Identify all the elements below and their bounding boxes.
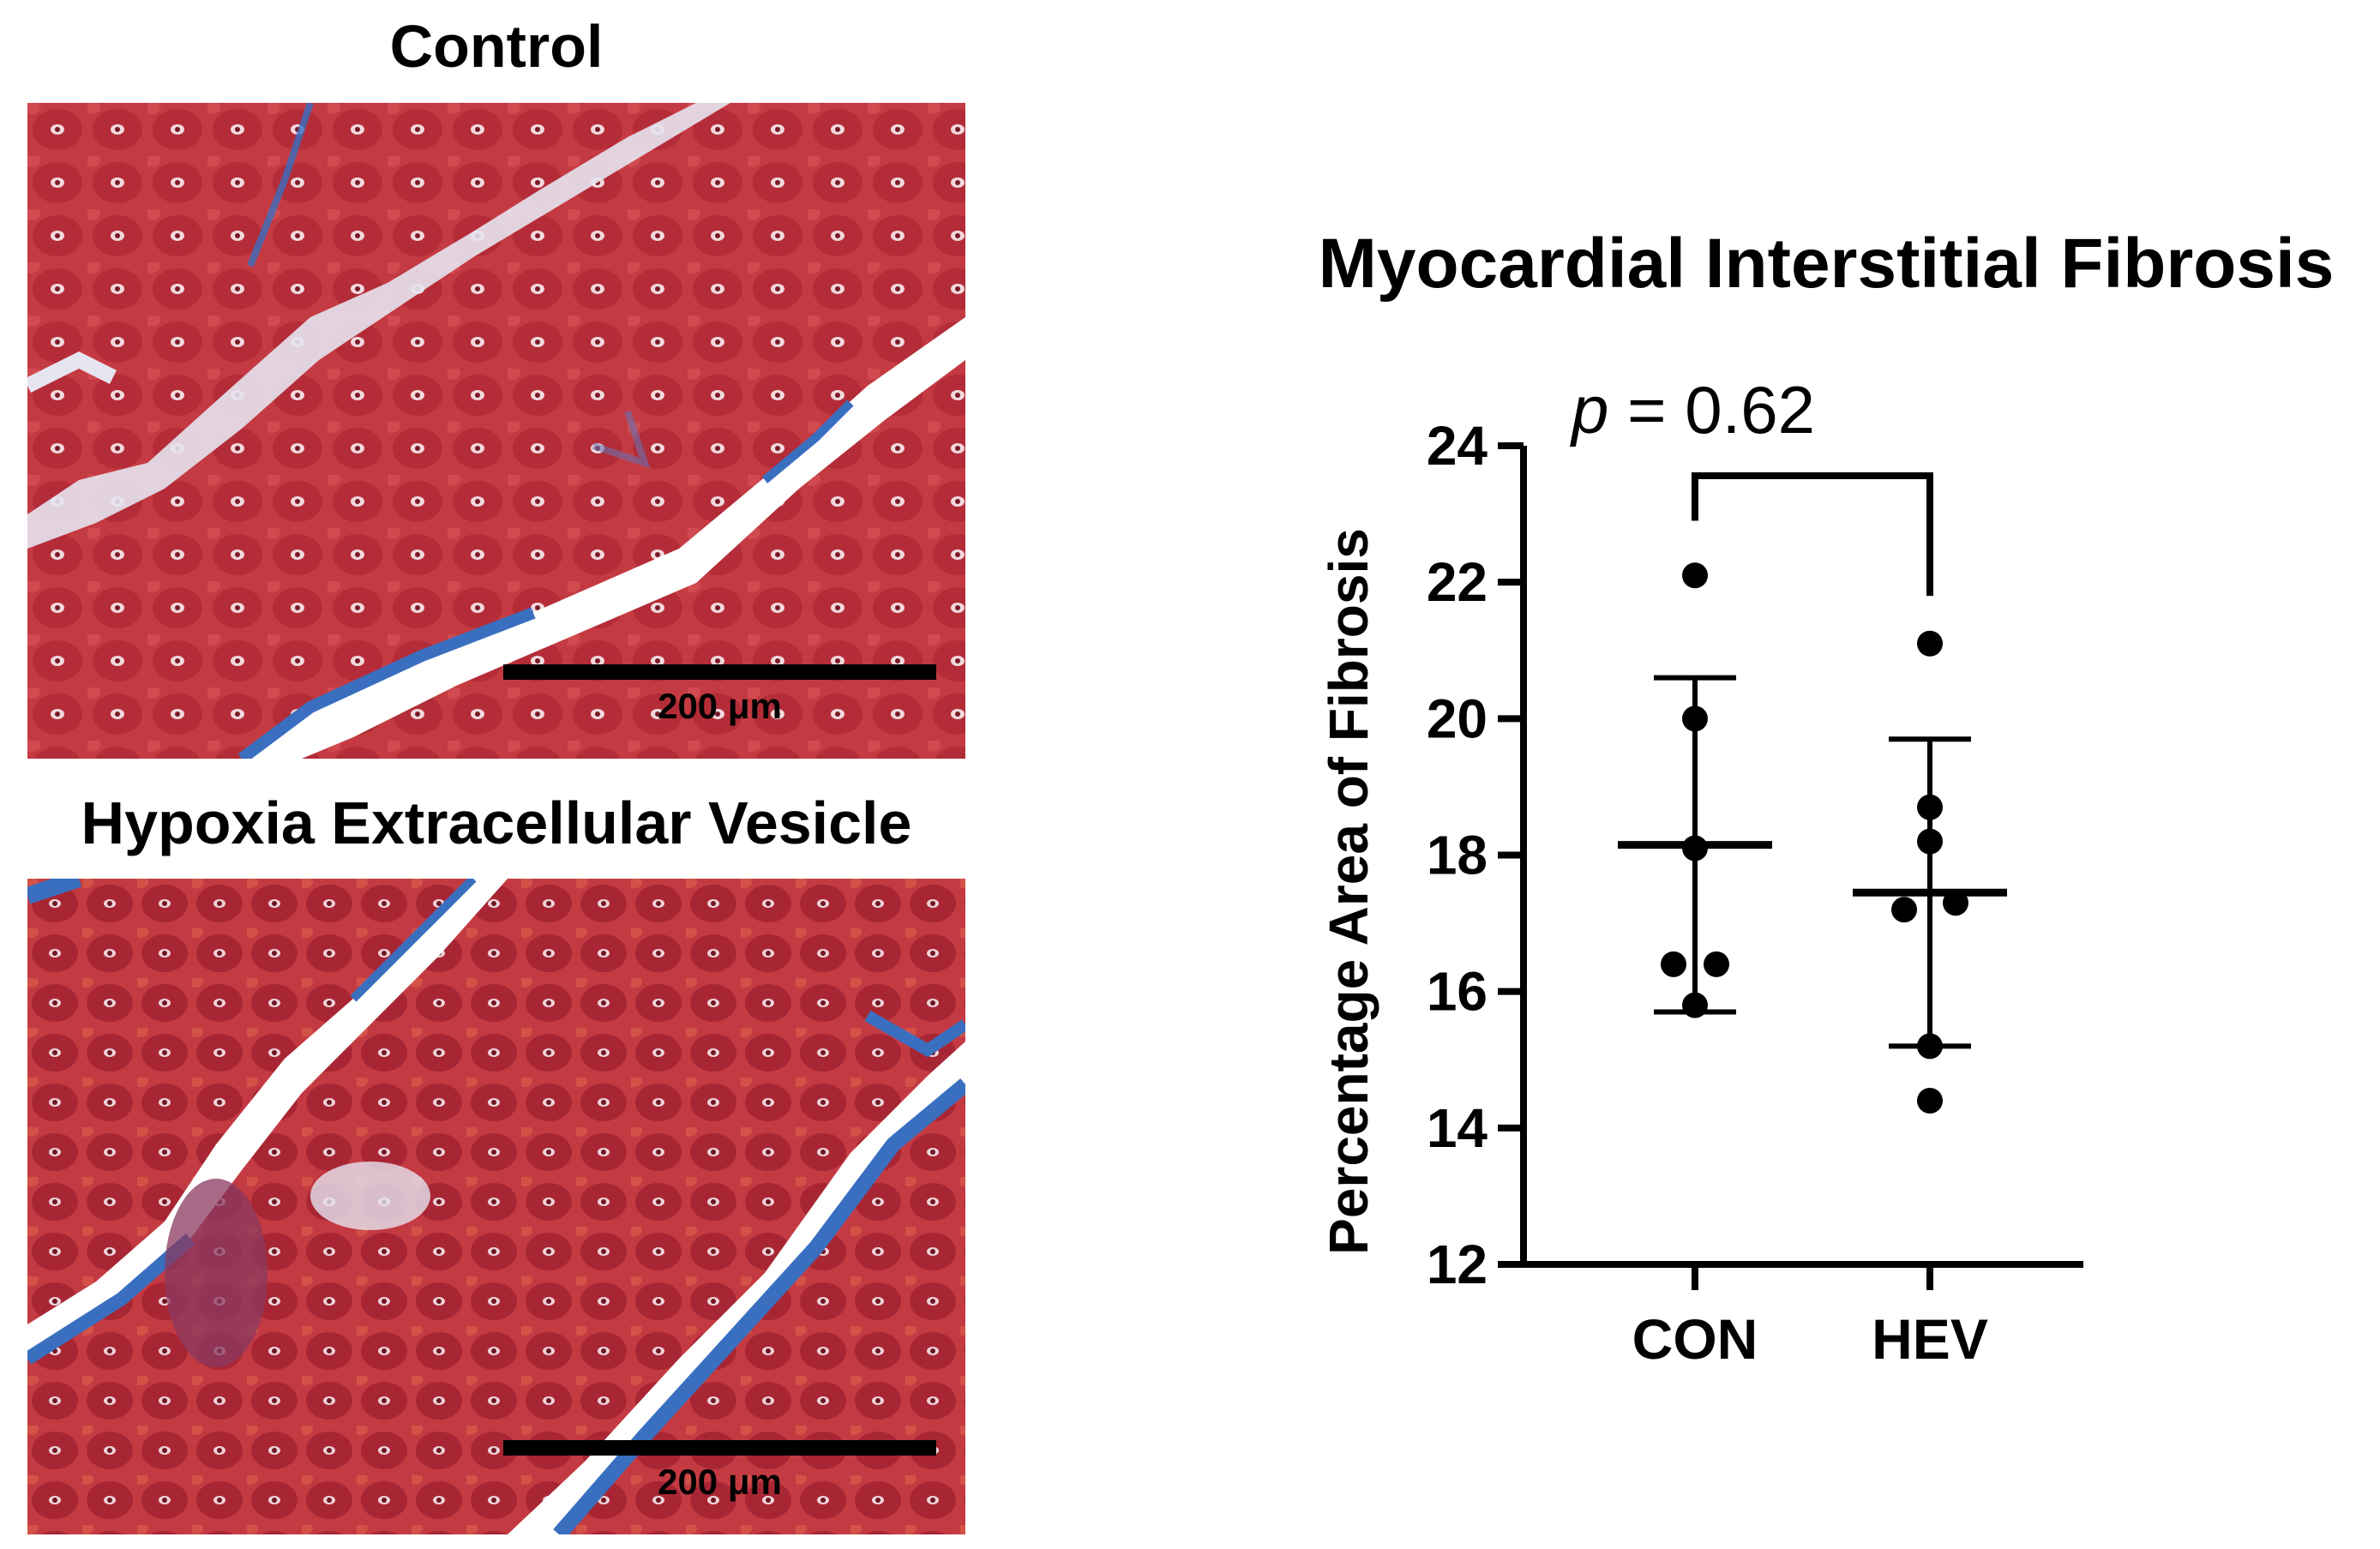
data-point (1682, 562, 1708, 589)
control-scale-bar (503, 664, 936, 680)
data-point (1661, 951, 1686, 977)
data-point (1917, 1033, 1943, 1060)
y-axis-label: Percentage Area of Fibrosis (1318, 528, 1379, 1255)
data-point (1682, 992, 1708, 1018)
hev-scale-bar (503, 1440, 936, 1456)
p-value-text: = 0.62 (1608, 372, 1815, 447)
chart-axes: 12 14 16 18 20 22 24 CON HEV (1427, 415, 2083, 1371)
data-point (1682, 835, 1708, 862)
hev-panel-title: Hypoxia Extracellular Vesicle (81, 790, 912, 856)
y-tick-label: 20 (1427, 687, 1488, 749)
fibrosis-chart-svg: Myocardial Interstitial Fibrosis Percent… (1318, 225, 2335, 1371)
x-tick-label: CON (1632, 1307, 1758, 1371)
y-tick-label: 22 (1427, 551, 1488, 613)
data-point (1917, 1088, 1943, 1114)
y-tick-label: 14 (1427, 1097, 1488, 1159)
data-point (1704, 951, 1729, 977)
significance-bracket (1692, 472, 1933, 597)
control-tissue-image (27, 103, 965, 759)
data-point (1943, 890, 1968, 916)
data-point (1917, 630, 1943, 657)
data-point (1891, 897, 1917, 923)
data-point (1682, 705, 1708, 732)
y-tick-label: 24 (1427, 415, 1488, 477)
chart-marks (1618, 472, 2007, 1114)
p-value-annotation: p = 0.62 (1570, 372, 1815, 447)
fibrosis-chart: Myocardial Interstitial Fibrosis Percent… (1183, 0, 2380, 1549)
hev-micrograph: 200 μm (27, 879, 965, 1534)
hev-tissue-image (27, 879, 965, 1534)
y-tick-label: 16 (1427, 961, 1488, 1023)
data-point (1917, 794, 1943, 820)
chart-title: Myocardial Interstitial Fibrosis (1319, 225, 2335, 303)
control-panel-title: Control (389, 13, 604, 80)
p-symbol: p (1570, 372, 1608, 447)
control-scale-label: 200 μm (658, 686, 782, 726)
control-micrograph: 200 μm (27, 103, 965, 759)
y-tick-label: 18 (1427, 825, 1488, 886)
x-tick-label: HEV (1872, 1307, 1988, 1371)
y-tick-label: 12 (1427, 1234, 1488, 1295)
hev-scale-label: 200 μm (658, 1462, 782, 1502)
data-point (1917, 828, 1943, 855)
